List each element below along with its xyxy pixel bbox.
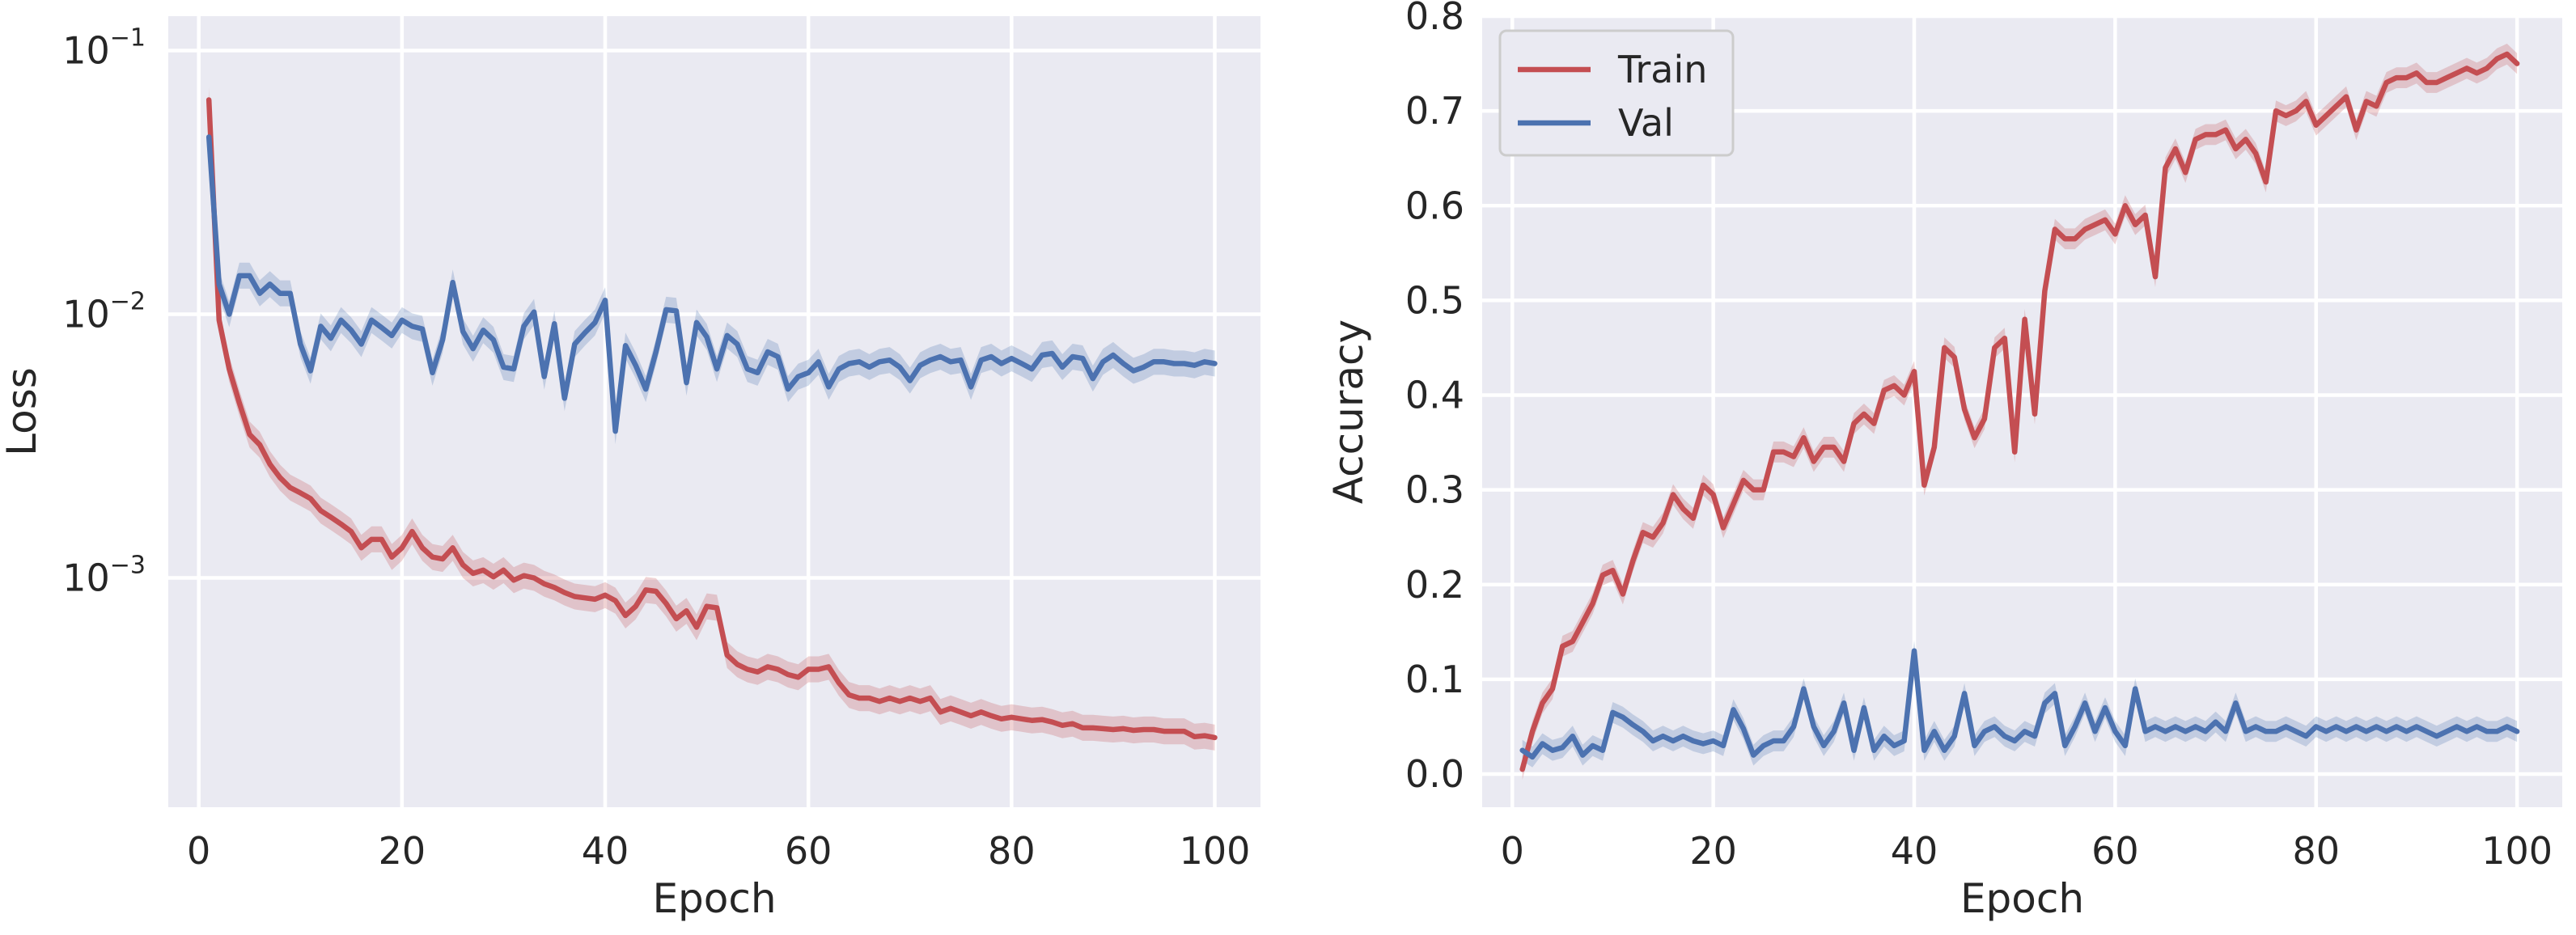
legend-label-train: Train — [1617, 48, 1707, 91]
x-axis-label: Epoch — [652, 875, 776, 922]
y-tick-label: 0.7 — [1405, 89, 1464, 133]
x-tick-label: 20 — [1689, 829, 1737, 873]
train-line — [1519, 51, 2520, 772]
y-tick-label: 10−3 — [62, 551, 146, 599]
x-tick-label: 60 — [2091, 829, 2139, 873]
val-band — [1522, 640, 2518, 768]
y-tick-label: 0.6 — [1405, 184, 1464, 227]
y-tick-label: 0.2 — [1405, 563, 1464, 607]
x-tick-label: 80 — [2292, 829, 2340, 873]
x-tick-label: 20 — [379, 829, 426, 873]
y-tick-label: 0.0 — [1405, 752, 1464, 796]
y-axis-label: Accuracy — [1325, 319, 1372, 504]
x-tick-label: 100 — [2481, 829, 2553, 873]
y-tick-label: 0.4 — [1405, 374, 1464, 417]
x-axis-label: Epoch — [1960, 875, 2084, 922]
val-line — [1519, 648, 2520, 760]
y-tick-label: 10−2 — [62, 287, 146, 336]
train-line — [205, 97, 1218, 741]
x-tick-label: 100 — [1180, 829, 1251, 873]
x-tick-label: 0 — [1501, 829, 1524, 873]
accuracy-panel: 0 20 40 60 80 100 0.0 0.1 0.2 0.3 0.4 0.5 0.6 0.7 0.8 E… — [1325, 0, 2562, 922]
x-tick-label: 60 — [785, 829, 833, 873]
legend: Train Val — [1498, 29, 1735, 157]
x-tick-label: 0 — [187, 829, 210, 873]
val-line — [205, 134, 1218, 434]
y-tick-label: 0.8 — [1405, 0, 1464, 38]
y-tick-label: 10−1 — [62, 23, 146, 72]
legend-label-val: Val — [1618, 101, 1674, 145]
y-tick-label: 0.3 — [1405, 468, 1464, 512]
x-tick-label: 80 — [988, 829, 1036, 873]
loss-panel: 0 20 40 60 80 100 10−1 10−2 10−3 Epoch Loss — [0, 16, 1260, 922]
plot-area — [168, 16, 1260, 807]
y-tick-label: 0.1 — [1405, 658, 1464, 701]
y-tick-label: 0.5 — [1405, 278, 1464, 322]
x-tick-label: 40 — [582, 829, 629, 873]
train-band — [209, 87, 1215, 751]
y-axis-label: Loss — [0, 367, 45, 456]
x-tick-label: 40 — [1891, 829, 1938, 873]
